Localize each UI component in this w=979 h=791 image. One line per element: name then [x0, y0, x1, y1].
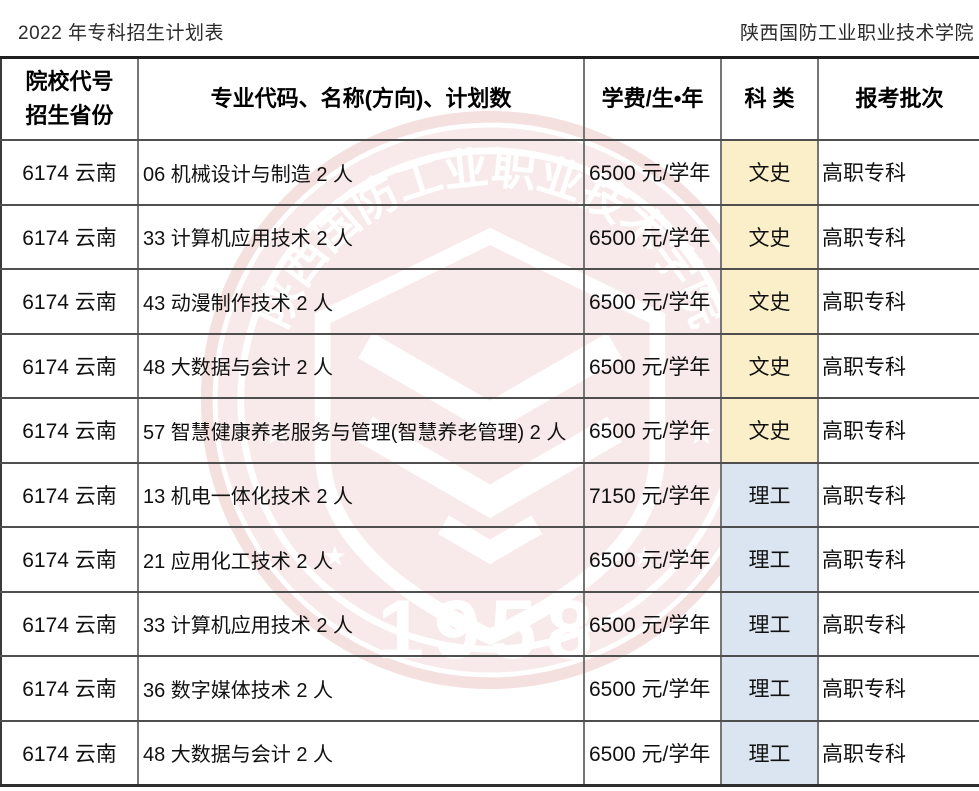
code-province-cell: 6174 云南 — [1, 526, 139, 593]
school-name: 陕西国防工业职业技术学院 — [739, 23, 974, 44]
major-cell: 06 机械设计与制造 2 人 — [137, 139, 585, 206]
major-cell: 48 大数据与会计 2 人 — [137, 719, 585, 787]
tuition-cell: 6500 元/学年 — [583, 719, 722, 787]
category-cell: 文史 — [720, 332, 819, 399]
table-row: 6174 云南 43 动漫制作技术 2 人 6500 元/学年 文史 高职专科 — [1, 268, 979, 335]
table-body: 6174 云南 06 机械设计与制造 2 人 6500 元/学年 文史 高职专科… — [1, 139, 979, 787]
category-cell: 理工 — [720, 526, 819, 593]
code-province-cell: 6174 云南 — [1, 719, 139, 787]
major-cell: 13 机电一体化技术 2 人 — [137, 461, 585, 528]
tuition-cell: 6500 元/学年 — [583, 332, 722, 399]
header-tuition: 学费/生•年 — [583, 56, 722, 141]
tuition-cell: 6500 元/学年 — [583, 526, 722, 593]
batch-cell: 高职专科 — [817, 397, 979, 464]
code-province-cell: 6174 云南 — [1, 461, 139, 528]
page-title: 2022 年专科招生计划表 — [18, 23, 225, 44]
tuition-cell: 6500 元/学年 — [583, 590, 722, 657]
category-cell: 理工 — [720, 590, 819, 657]
code-province-cell: 6174 云南 — [1, 397, 139, 464]
category-cell: 文史 — [720, 397, 819, 464]
tuition-cell: 7150 元/学年 — [583, 461, 722, 528]
major-cell: 48 大数据与会计 2 人 — [137, 332, 585, 399]
batch-cell: 高职专科 — [817, 719, 979, 787]
major-cell: 36 数字媒体技术 2 人 — [137, 655, 585, 722]
table-row: 6174 云南 33 计算机应用技术 2 人 6500 元/学年 理工 高职专科 — [1, 590, 979, 657]
major-cell: 43 动漫制作技术 2 人 — [137, 268, 585, 335]
category-cell: 文史 — [720, 139, 819, 206]
tuition-cell: 6500 元/学年 — [583, 203, 722, 270]
batch-cell: 高职专科 — [817, 332, 979, 399]
header-code-line: 院校代号 — [25, 68, 114, 94]
table-row: 6174 云南 21 应用化工技术 2 人 6500 元/学年 理工 高职专科 — [1, 526, 979, 593]
category-cell: 理工 — [720, 719, 819, 787]
tuition-cell: 6500 元/学年 — [583, 268, 722, 335]
tuition-cell: 6500 元/学年 — [583, 139, 722, 206]
header-batch: 报考批次 — [817, 56, 979, 141]
code-province-cell: 6174 云南 — [1, 332, 139, 399]
tuition-cell: 6500 元/学年 — [583, 655, 722, 722]
major-cell: 33 计算机应用技术 2 人 — [137, 203, 585, 270]
header-row: 院校代号 招生省份 专业代码、名称(方向)、计划数 学费/生•年 科 类 报考批… — [1, 56, 979, 141]
batch-cell: 高职专科 — [817, 655, 979, 722]
category-cell: 文史 — [720, 203, 819, 270]
major-cell: 21 应用化工技术 2 人 — [137, 526, 585, 593]
titlebar: 2022 年专科招生计划表 陕西国防工业职业技术学院 — [0, 18, 979, 48]
table-row: 6174 云南 36 数字媒体技术 2 人 6500 元/学年 理工 高职专科 — [1, 655, 979, 722]
code-province-cell: 6174 云南 — [1, 590, 139, 657]
code-province-cell: 6174 云南 — [1, 268, 139, 335]
table-row: 6174 云南 57 智慧健康养老服务与管理(智慧养老管理) 2 人 6500 … — [1, 397, 979, 464]
batch-cell: 高职专科 — [817, 139, 979, 206]
table-header: 院校代号 招生省份 专业代码、名称(方向)、计划数 学费/生•年 科 类 报考批… — [1, 56, 979, 141]
major-cell: 33 计算机应用技术 2 人 — [137, 590, 585, 657]
admission-plan-table: 院校代号 招生省份 专业代码、名称(方向)、计划数 学费/生•年 科 类 报考批… — [0, 56, 979, 787]
code-province-cell: 6174 云南 — [1, 139, 139, 206]
category-cell: 理工 — [720, 655, 819, 722]
batch-cell: 高职专科 — [817, 590, 979, 657]
header-category: 科 类 — [720, 56, 819, 141]
code-province-cell: 6174 云南 — [1, 655, 139, 722]
table-row: 6174 云南 06 机械设计与制造 2 人 6500 元/学年 文史 高职专科 — [1, 139, 979, 206]
table-row: 6174 云南 13 机电一体化技术 2 人 7150 元/学年 理工 高职专科 — [1, 461, 979, 528]
category-cell: 理工 — [720, 461, 819, 528]
header-code-province: 院校代号 招生省份 — [1, 56, 139, 141]
header-province-line: 招生省份 — [25, 103, 114, 128]
batch-cell: 高职专科 — [817, 526, 979, 593]
major-cell: 57 智慧健康养老服务与管理(智慧养老管理) 2 人 — [137, 397, 585, 464]
tuition-cell: 6500 元/学年 — [583, 397, 722, 464]
batch-cell: 高职专科 — [817, 268, 979, 335]
table-row: 6174 云南 33 计算机应用技术 2 人 6500 元/学年 文史 高职专科 — [1, 203, 979, 270]
header-major: 专业代码、名称(方向)、计划数 — [137, 56, 585, 141]
table-row: 6174 云南 48 大数据与会计 2 人 6500 元/学年 文史 高职专科 — [1, 332, 979, 399]
category-cell: 文史 — [720, 268, 819, 335]
batch-cell: 高职专科 — [817, 461, 979, 528]
table-row: 6174 云南 48 大数据与会计 2 人 6500 元/学年 理工 高职专科 — [1, 719, 979, 787]
batch-cell: 高职专科 — [817, 203, 979, 270]
code-province-cell: 6174 云南 — [1, 203, 139, 270]
